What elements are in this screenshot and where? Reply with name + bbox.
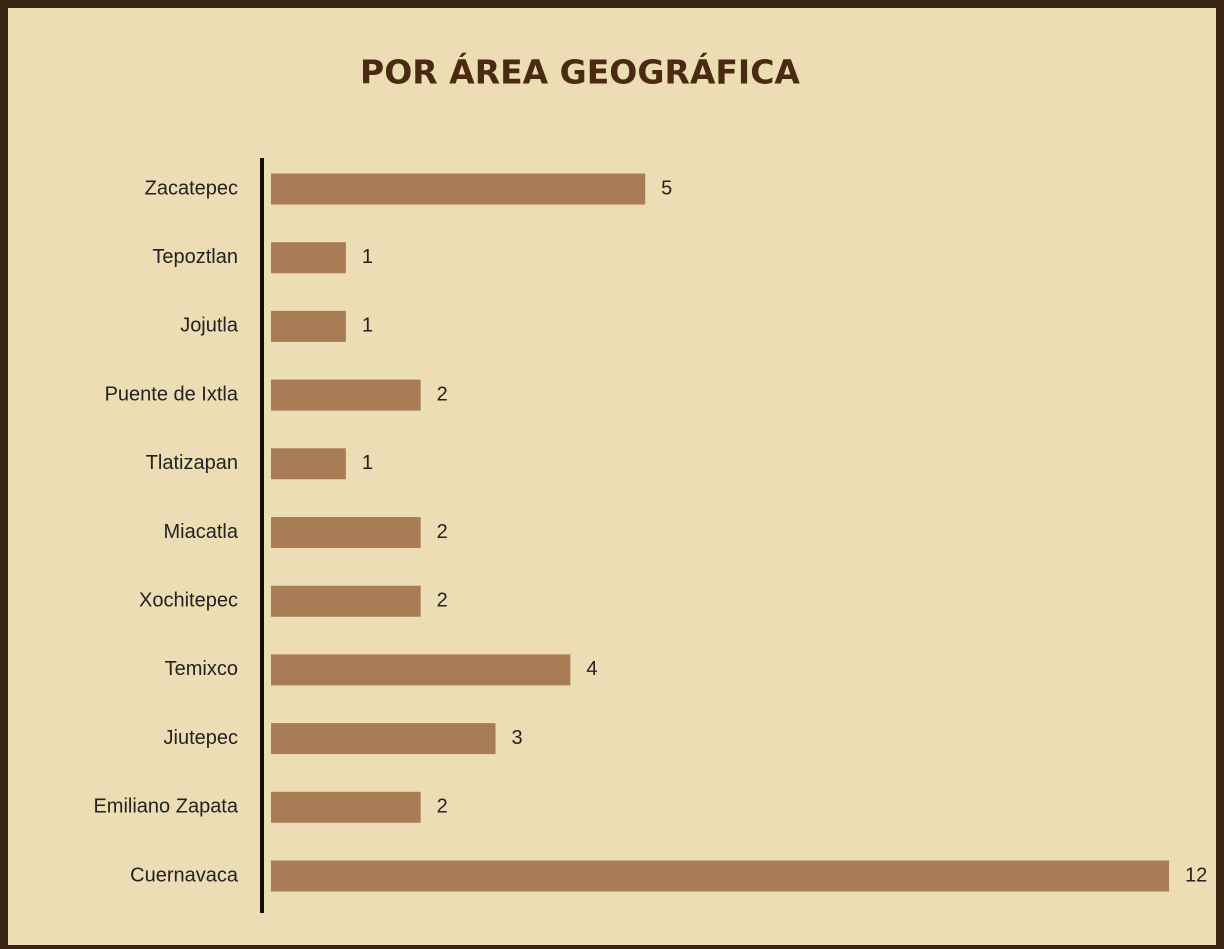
- bar: [271, 585, 421, 617]
- data-label: 1: [362, 246, 373, 268]
- y-tick-label: Jiutepec: [164, 727, 239, 749]
- y-tick-label: Tepoztlan: [152, 246, 238, 268]
- y-tick-label: Emiliano Zapata: [93, 796, 238, 818]
- y-tick-label: Miacatla: [164, 521, 239, 543]
- bar: [271, 860, 1169, 892]
- bar: [271, 310, 346, 342]
- y-tick-label: Xochitepec: [139, 589, 238, 611]
- data-label: 2: [437, 589, 448, 611]
- bar: [271, 173, 646, 205]
- data-label: 1: [362, 452, 373, 474]
- bar: [271, 723, 496, 755]
- data-label: 4: [586, 658, 597, 680]
- data-label: 12: [1185, 864, 1207, 886]
- bar: [271, 654, 571, 686]
- chart-title: POR ÁREA GEOGRÁFICA: [360, 52, 800, 92]
- y-tick-label: Puente de Ixtla: [105, 383, 239, 405]
- data-label: 3: [512, 727, 523, 749]
- data-label: 1: [362, 315, 373, 337]
- y-tick-label: Temixco: [165, 658, 238, 680]
- data-label: 5: [661, 177, 672, 199]
- y-tick-label: Cuernavaca: [130, 864, 239, 886]
- bar: [271, 379, 421, 411]
- bar: [271, 517, 421, 548]
- y-tick-label: Zacatepec: [145, 177, 238, 199]
- bar: [271, 242, 346, 274]
- bar: [271, 791, 421, 823]
- bar: [271, 448, 346, 480]
- y-tick-label: Tlatizapan: [146, 452, 238, 474]
- data-label: 2: [437, 521, 448, 543]
- y-tick-label: Jojutla: [180, 315, 239, 337]
- data-label: 2: [437, 383, 448, 405]
- data-label: 2: [437, 796, 448, 818]
